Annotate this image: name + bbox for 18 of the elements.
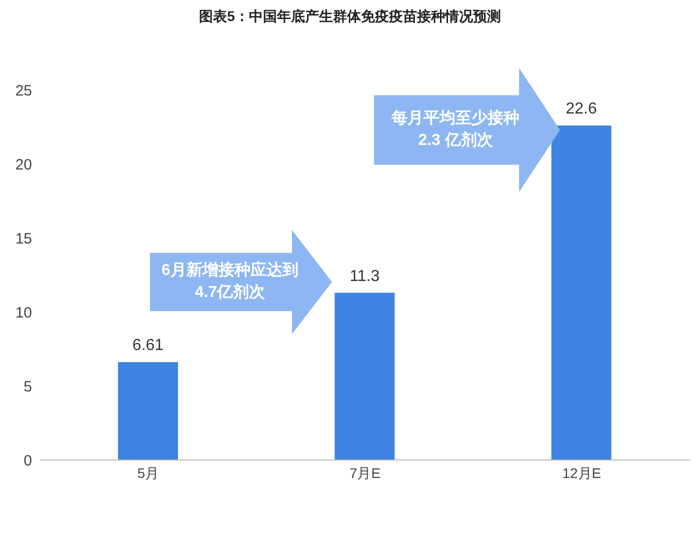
data-label: 11.3 [350,268,380,285]
y-tick-label: 20 [15,156,32,174]
y-tick-label: 0 [24,452,32,470]
x-tick-label: 7月E [349,464,381,481]
bar [118,362,178,460]
data-label: 22.6 [566,100,598,118]
annotation: 每月平均至少接种 2.3 亿剂次 [390,108,521,151]
x-tick-label: 12月E [562,464,602,481]
data-label: 6.61 [132,337,164,354]
annotation: 6月新增接种应达到4.7亿剂次 [160,260,300,303]
y-tick-label: 15 [15,230,32,248]
y-tick-label: 25 [15,82,32,100]
y-tick-label: 5 [24,378,32,396]
x-tick-label: 5月 [137,464,160,481]
bar [551,126,612,460]
chart-title: 图表5：中国年底产生群体免疫疫苗接种情况预测 [198,8,502,26]
y-tick-label: 10 [15,304,32,322]
bar [334,292,395,460]
